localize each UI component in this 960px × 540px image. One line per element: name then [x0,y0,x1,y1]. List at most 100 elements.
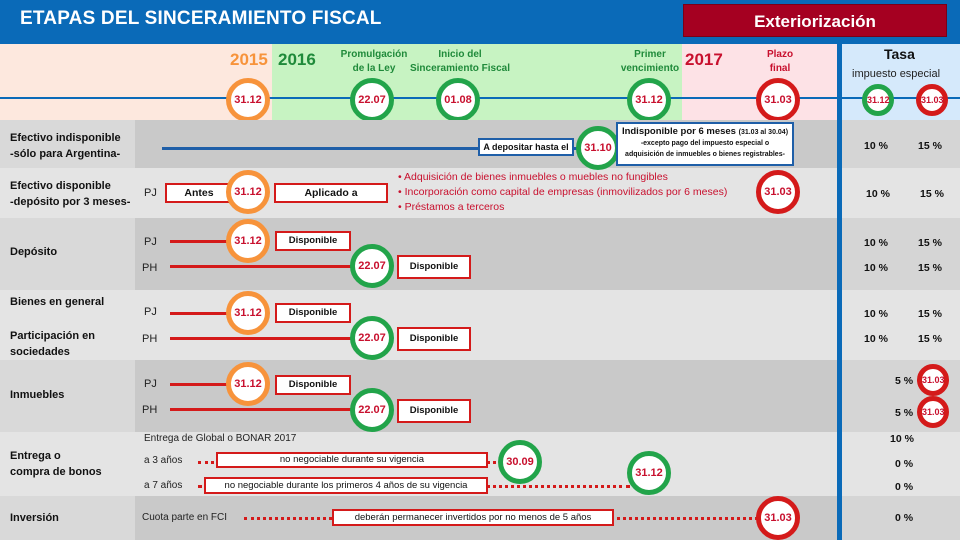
aplicado-box: Aplicado a [274,183,388,203]
inversion-box: deberán permanecer invertidos por no men… [332,509,614,526]
inmuebles-pj-circle: 31.03 [917,364,949,396]
rate-bonos-intro: 10 % [890,433,914,445]
rate-bg [842,290,960,360]
rate-bg [842,120,960,168]
year-2015: 2015 [230,50,268,69]
ph-label: PH [142,404,158,416]
bonos-a3-label: a 3 años [144,455,183,466]
inversion-text: Cuota parte en FCI [142,512,228,523]
aplicado-item: Incorporación como capital de empresas (… [398,185,728,200]
rate-bienes-ph-1: 10 % [864,333,888,345]
rate-bg [842,432,960,496]
rate-bienes-ph-2: 15 % [918,333,942,345]
milestone-primer-vencimiento: Primer vencimiento [620,49,680,74]
deposito-pj-disponible: Disponible [275,231,351,251]
tasa-title: Tasa [884,46,915,62]
rate-efectivo-indisp-2: 15 % [918,140,942,152]
section-badge: Exteriorización [683,4,947,37]
inmuebles-pj-date: 31.12 [226,362,270,406]
bienes-pj-date: 31.12 [226,291,270,335]
timeline-date-31-03: 31.03 [756,78,800,122]
rate-bg [842,218,960,290]
inmuebles-ph-circle: 31.03 [917,396,949,428]
tasa-divider [837,44,842,540]
bonos-a7-label: a 7 años [144,480,183,491]
pj-line [170,312,230,315]
ph-label: PH [142,333,158,345]
efectivo-disp-date-31-12: 31.12 [226,170,270,214]
deposito-ph-disponible: Disponible [397,255,471,279]
year-2016: 2016 [278,50,316,69]
rate-efectivo-disp-2: 15 % [920,188,944,200]
ph-line [170,408,356,411]
row-label-participacion: Participación en sociedades [10,330,95,358]
efectivo-disp-date-31-03: 31.03 [756,170,800,214]
rate-deposito-pj-1: 10 % [864,237,888,249]
pj-line [170,240,230,243]
timeline-axis [0,97,837,99]
deposit-until-box: A depositar hasta el [478,138,574,156]
inmuebles-ph-disponible: Disponible [397,399,471,423]
rate-bg [842,168,960,218]
aplicado-list: Adquisición de bienes inmuebles o mueble… [398,170,727,215]
rate-bonos-a7: 0 % [895,481,914,493]
timeline-date-31-12-2015: 31.12 [226,78,270,122]
row-label-bg [0,218,135,290]
deposito-pj-date: 31.12 [226,219,270,263]
rate-efectivo-disp-1: 10 % [866,188,890,200]
row-label-bienes: Bienes en general [10,296,105,308]
pj-label: PJ [144,187,157,199]
bienes-ph-date: 22.07 [350,316,394,360]
pj-label: PJ [144,306,157,318]
ph-line [170,265,356,268]
bonos-a7-date: 31.12 [627,451,671,495]
row-label-bg [0,360,135,432]
tasa-date-31-12: 31.12 [862,84,894,116]
milestone-plazo-final: Plazo final [766,49,794,74]
rate-efectivo-indisp-1: 10 % [864,140,888,152]
milestone-promulgacion: Promulgación de la Ley [340,49,408,74]
pj-line [170,383,230,386]
indisponible-note: Indisponible por 6 meses (31.03 al 30.04… [616,122,794,166]
row-label-efectivo-indisponible: Efectivo indisponible -sólo para Argentin… [10,132,121,160]
timeline-date-01-08: 01.08 [436,78,480,122]
rate-inversion: 0 % [895,512,914,524]
milestone-inicio: Inicio del Sinceramiento Fiscal [409,49,511,74]
pj-label: PJ [144,378,157,390]
antes-box: Antes [165,183,233,203]
rate-bienes-pj-1: 10 % [864,308,888,320]
aplicado-item: Adquisición de bienes inmuebles o mueble… [398,170,727,185]
page-title: ETAPAS DEL SINCERAMIENTO FISCAL [20,8,382,29]
inversion-date: 31.03 [756,496,800,540]
rate-inmuebles-pj: 5 % [895,375,914,387]
rate-deposito-ph-2: 15 % [918,262,942,274]
pj-label: PJ [144,236,157,248]
deposito-ph-date: 22.07 [350,244,394,288]
deposit-date-31-10: 31.10 [576,126,620,170]
rate-deposito-pj-2: 15 % [918,237,942,249]
row-label-deposito: Depósito [10,246,58,258]
aplicado-item: Préstamos a terceros [398,200,727,215]
tasa-date-31-03: 31.03 [916,84,948,116]
rate-deposito-ph-1: 10 % [864,262,888,274]
rate-bienes-pj-2: 15 % [918,308,942,320]
timeline-date-22-07: 22.07 [350,78,394,122]
row-label-bg [0,120,135,168]
inmuebles-ph-date: 22.07 [350,388,394,432]
rate-bonos-a3: 0 % [895,458,914,470]
rate-inmuebles-ph: 5 % [895,407,914,419]
ph-line [170,337,356,340]
bonos-a3-box: no negociable durante su vigencia [216,452,488,468]
bonos-a7-box: no negociable durante los primeros 4 año… [204,477,488,494]
inmuebles-pj-disponible: Disponible [275,375,351,395]
rate-bg [842,496,960,540]
tasa-axis [842,97,960,99]
row-label-bonos: Entrega o compra de bonos [10,450,102,478]
row-label-inversion: Inversión [10,512,59,524]
row-label-efectivo-disponible: Efectivo disponible -depósito por 3 meses… [10,180,131,208]
deposit-line [162,147,582,150]
ph-label: PH [142,262,158,274]
row-label-bg [0,496,135,540]
timeline-date-31-12-2016: 31.12 [627,78,671,122]
row-label-inmuebles: Inmuebles [10,389,65,401]
